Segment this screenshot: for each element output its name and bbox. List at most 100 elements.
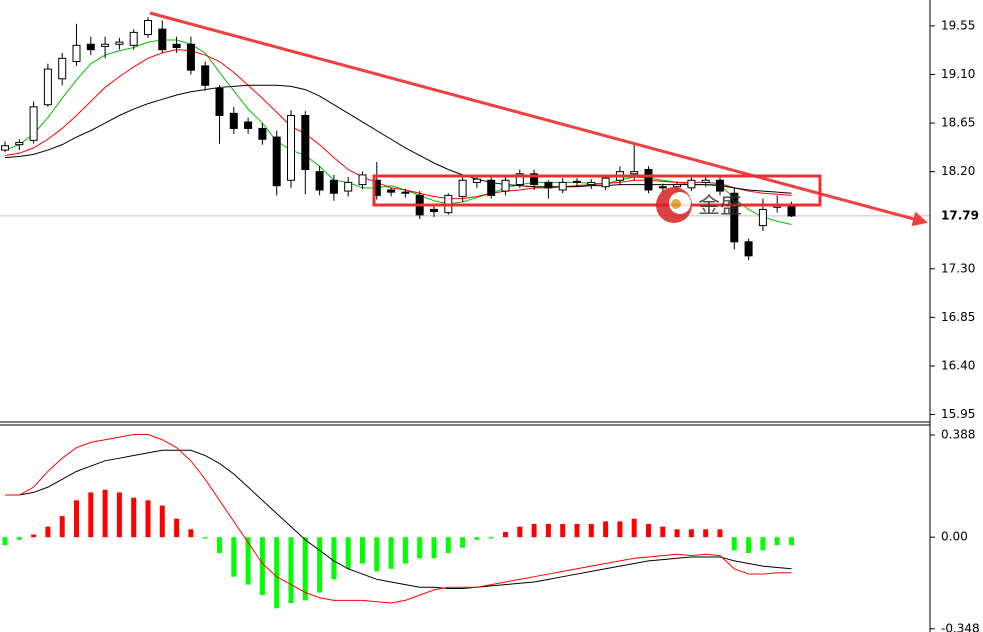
- histogram-bar: [417, 537, 423, 559]
- y-tick-label: 18.20: [941, 164, 975, 178]
- histogram-bar: [660, 526, 666, 538]
- candle-body: [215, 88, 224, 117]
- histogram-bar: [345, 537, 351, 569]
- candle-body: [115, 41, 124, 45]
- candle-body: [86, 43, 95, 51]
- candle-body: [72, 44, 81, 63]
- histogram-bar: [674, 529, 680, 538]
- histogram-bar: [746, 537, 752, 553]
- histogram-bar: [217, 537, 222, 553]
- y-tick-label: 17.30: [941, 261, 975, 275]
- histogram-bar: [74, 500, 79, 538]
- candle-body: [101, 43, 110, 47]
- candle-body: [573, 180, 581, 183]
- histogram-bar: [45, 526, 51, 538]
- candle-body: [43, 68, 52, 106]
- watermark: 金盛: [656, 187, 742, 223]
- histogram-bar: [603, 521, 609, 538]
- candle-body: [601, 177, 610, 188]
- histogram-bar: [302, 537, 308, 601]
- histogram-bar: [789, 537, 794, 546]
- y-tick-label: 19.55: [941, 18, 975, 32]
- candle-body: [501, 179, 510, 192]
- histogram-bar: [2, 537, 8, 546]
- candle-body: [387, 189, 396, 193]
- indicator-line: [5, 449, 792, 590]
- candle-body: [401, 191, 410, 194]
- histogram-bar: [388, 537, 394, 569]
- candle-body: [587, 181, 596, 186]
- histogram-bar: [503, 531, 508, 538]
- candle-body: [329, 179, 338, 194]
- histogram-bar: [374, 537, 380, 572]
- candle-body: [515, 173, 524, 186]
- candle-body: [158, 28, 167, 51]
- histogram-bar: [245, 537, 251, 585]
- candle-body: [472, 178, 481, 183]
- candle-body: [1, 145, 9, 151]
- candle-body: [758, 208, 767, 227]
- candle-body: [29, 106, 38, 141]
- candle-body: [315, 171, 324, 191]
- candle-body: [787, 205, 796, 217]
- indicator-line: [5, 433, 792, 604]
- histogram-bar: [360, 537, 365, 564]
- histogram-bar: [760, 537, 766, 551]
- candle-body: [487, 179, 496, 196]
- candle-body: [58, 57, 67, 80]
- histogram-bar: [188, 529, 194, 538]
- candle-body: [716, 179, 724, 192]
- histogram-bar: [488, 537, 494, 539]
- candle-body: [229, 112, 238, 129]
- candle-body: [630, 171, 639, 175]
- y-tick-label: 0.00: [941, 530, 968, 544]
- histogram-bar: [288, 537, 294, 604]
- candle-body: [458, 179, 467, 197]
- candle-body: [272, 136, 281, 187]
- histogram-bar: [402, 537, 408, 564]
- candle-body: [673, 184, 682, 188]
- candle-body: [15, 141, 24, 146]
- candle-body: [258, 127, 267, 140]
- histogram-bar: [631, 518, 637, 538]
- histogram-bar: [331, 537, 337, 580]
- plot-area: [0, 17, 930, 609]
- candle-body: [744, 241, 753, 257]
- candle-body: [129, 31, 138, 46]
- histogram-bar: [574, 524, 580, 538]
- histogram-bar: [231, 537, 237, 577]
- histogram-bar: [703, 529, 709, 538]
- histogram-bar: [116, 492, 122, 538]
- histogram-bar: [688, 529, 694, 538]
- histogram-bar: [531, 524, 537, 538]
- candle-body: [344, 181, 353, 192]
- candle-body: [287, 115, 295, 181]
- y-tick-label: 16.85: [941, 310, 975, 324]
- histogram-bar: [102, 489, 108, 538]
- watermark-text: 金盛: [698, 194, 742, 219]
- histogram-bar: [646, 524, 651, 538]
- histogram-bar: [317, 537, 323, 593]
- candle-body: [644, 168, 653, 191]
- indicator-line: [4, 39, 792, 226]
- candle-body: [687, 179, 696, 189]
- indicator-line: [4, 84, 792, 194]
- current-price-box: [931, 207, 983, 224]
- histogram-bar: [517, 526, 523, 538]
- candle-body: [544, 181, 553, 189]
- histogram-bar: [588, 524, 594, 538]
- candle-body: [201, 65, 210, 86]
- candle-body: [558, 181, 567, 191]
- y-tick-label: 0.388: [941, 428, 975, 442]
- candle-body: [430, 208, 438, 213]
- histogram-bar: [731, 537, 737, 551]
- histogram-bar: [445, 537, 451, 553]
- trend-line: [149, 11, 928, 227]
- candle-body: [301, 115, 310, 170]
- y-tick-label: -0.348: [941, 621, 980, 632]
- indicator-line: [4, 49, 792, 200]
- candle-body: [172, 43, 181, 48]
- histogram-bar: [545, 524, 551, 538]
